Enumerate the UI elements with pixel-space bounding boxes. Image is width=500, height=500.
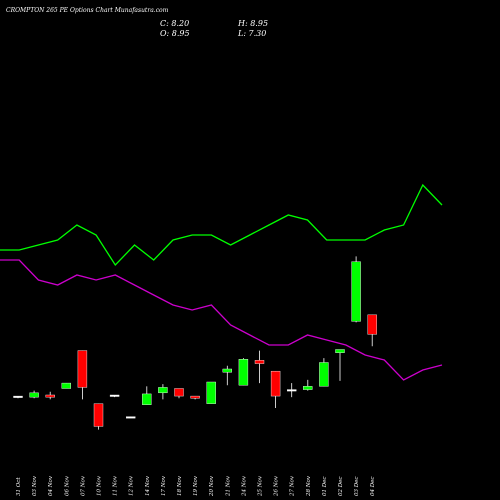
overlay-line-1: [0, 183, 443, 267]
candle-body-18: [287, 389, 297, 392]
candle-body-16: [254, 360, 265, 364]
x-tick-label: 04 Dec: [370, 477, 376, 497]
x-tick-label: 31 Oct: [16, 477, 22, 496]
x-tick-label: 17 Nov: [161, 475, 167, 496]
x-tick-label: 11 Nov: [113, 475, 119, 496]
overlay-line-2: [0, 259, 443, 381]
candle-body-13: [206, 381, 216, 404]
candle-body-3: [45, 394, 55, 398]
candle-body-1: [13, 395, 23, 398]
candle-body-19: [303, 386, 313, 390]
x-tick-label: 18 Nov: [177, 475, 183, 496]
high-value: H: 8.95: [238, 19, 269, 28]
x-tick-label: 25 Nov: [258, 475, 264, 497]
low-value: L: 7.30: [238, 29, 267, 38]
x-tick-label: 14 Nov: [145, 475, 151, 496]
x-tick-label: 01 Dec: [322, 477, 328, 497]
x-tick-label: 28 Nov: [306, 475, 312, 497]
candle-body-9: [142, 393, 152, 405]
x-tick-label: 12 Nov: [129, 475, 135, 496]
candle-body-6: [93, 403, 104, 427]
x-tick-label: 04 Nov: [48, 475, 54, 496]
candle-body-22: [351, 261, 361, 322]
x-tick-label: 03 Nov: [32, 475, 38, 496]
candle-body-15: [238, 359, 249, 386]
x-tick-label: 19 Nov: [193, 475, 199, 496]
x-tick-label: 24 Nov: [241, 475, 247, 497]
candle-body-11: [174, 388, 184, 397]
candle-body-12: [190, 395, 200, 399]
candle-body-5: [77, 350, 88, 388]
chart-title: CROMPTON 265 PE Options Chart Munafasutr…: [6, 7, 169, 14]
close-value: C: 8.20: [160, 19, 190, 28]
candle-body-17: [270, 370, 281, 397]
x-tick-label: 03 Dec: [354, 477, 360, 497]
x-tick-label: 02 Dec: [338, 477, 344, 497]
candle-body-7: [109, 394, 120, 397]
candle-body-20: [319, 362, 329, 387]
candle-body-23: [367, 314, 377, 335]
candle-body-10: [158, 387, 168, 394]
x-tick-label: 07 Nov: [80, 475, 86, 496]
x-tick-label: 27 Nov: [290, 475, 296, 497]
x-tick-label: 06 Nov: [64, 475, 70, 496]
candle-body-4: [61, 382, 71, 389]
candle-body-2: [29, 392, 39, 398]
x-tick-label: 21 Nov: [225, 475, 231, 497]
candle-body-14: [222, 368, 233, 373]
x-tick-label: 26 Nov: [274, 475, 280, 497]
candle-body-8: [125, 416, 136, 419]
candle-body-21: [335, 349, 345, 353]
x-tick-label: 10 Nov: [97, 475, 103, 496]
x-tick-label: 20 Nov: [209, 475, 215, 497]
open-value: O: 8.95: [160, 29, 190, 38]
